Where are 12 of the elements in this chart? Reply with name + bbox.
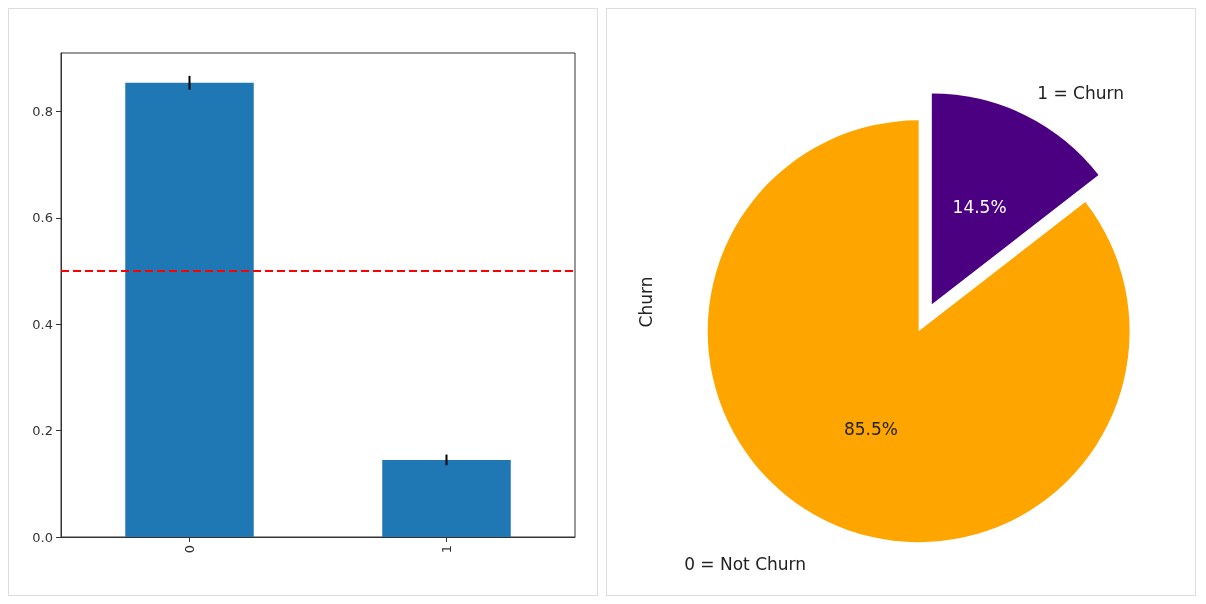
x-tick-label: 0 [182, 545, 197, 554]
y-tick-label: 0.0 [32, 529, 53, 545]
slice-label: 1 = Churn [1037, 82, 1124, 103]
text: Churn [635, 276, 656, 328]
y-tick-label: 0.2 [32, 423, 53, 439]
y-tick-label: 0.8 [32, 104, 53, 120]
data-label: 85.5% [843, 418, 898, 439]
data-label: 14.5% [952, 196, 1007, 217]
x-tick-label: 1 [439, 545, 454, 554]
y-tick-label: 0.4 [32, 316, 53, 332]
y-tick-label: 0.6 [32, 210, 53, 226]
slice-label: 0 = Not Churn [684, 554, 807, 575]
